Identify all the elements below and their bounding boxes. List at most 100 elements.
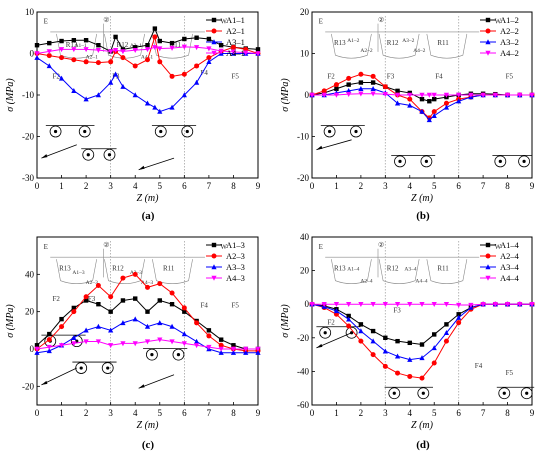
x-tick-label: 3 [108,408,113,418]
data-point [218,337,224,342]
wheel-hub-icon [106,366,110,370]
data-point [58,47,65,53]
annotation-f5: F5 [506,72,514,80]
data-point [419,96,425,102]
data-point [95,60,101,66]
legend-marker [211,253,217,259]
data-point [231,343,236,348]
data-point [407,340,412,346]
data-point [169,323,175,329]
data-point [395,338,400,344]
wheel-icon [417,387,430,400]
y-tick-label: -60 [297,400,309,410]
data-point [492,92,498,98]
load-wheel-set [72,361,117,374]
data-point [46,49,52,55]
data-point [443,100,449,106]
series-line [312,93,532,96]
data-point [194,35,199,40]
annotation-a4: A4–3 [141,280,153,286]
data-point [382,363,388,369]
data-point [382,348,388,354]
legend-marker [211,28,217,34]
data-point [358,85,364,91]
schematic-rib [56,259,97,284]
legend-marker [485,242,491,248]
chart-panel-a: EW②R13R12R11A1–1A2–1A3–1A4–1F2F3F4F50123… [5,7,261,222]
data-point [218,342,224,348]
wheel-hub-icon [525,391,529,395]
x-tick-label: 0 [35,181,40,191]
data-point [407,356,413,362]
data-point [71,341,77,347]
legend-label: A4–3 [226,273,245,283]
x-axis-label: Z (m) [411,420,434,431]
data-point [333,82,339,88]
data-point [108,49,114,55]
legend-label: A3–1 [226,37,245,47]
x-tick-label: 5 [432,181,437,191]
data-point [132,341,138,347]
annotation-c2: ② [378,16,384,24]
load-wheel-set [496,386,535,400]
annotation-f5: F5 [231,72,239,80]
data-point [346,82,351,87]
data-point [383,335,388,340]
data-point [71,305,77,311]
data-point [34,54,40,60]
arrowhead-icon [41,380,48,385]
x-tick-label: 1 [334,181,339,191]
annotation-a1: A1–2 [347,38,359,44]
annotation-a4: A4–4 [415,278,427,284]
annotation-w: W [220,18,227,26]
data-point [206,36,212,42]
legend-label: A2–2 [500,26,519,36]
legend-label: A4–4 [500,273,520,283]
x-tick-label: 9 [256,181,261,191]
data-point [34,43,40,48]
data-point [120,341,126,347]
load-direction-line [41,367,77,386]
x-tick-label: 0 [310,181,315,191]
data-point [346,91,352,97]
annotation-e: E [319,18,323,26]
data-point [108,59,114,65]
series-4 [309,302,535,308]
y-tick-label: -30 [22,173,34,183]
data-point [96,302,101,307]
data-point [95,323,101,329]
legend-label: A3–4 [500,262,520,272]
arrowhead-icon [41,154,48,159]
data-point [321,302,327,307]
load-direction-line [138,374,175,389]
data-point [34,343,40,348]
load-direction-line [316,332,352,349]
data-point [346,75,352,81]
y-tick-label: 20 [25,307,35,317]
data-point [358,328,364,334]
series-1 [34,296,261,352]
data-point [83,298,89,303]
legend-marker [211,39,217,45]
y-tick-label: -10 [297,132,309,142]
data-point [426,117,432,123]
data-point [194,79,200,85]
data-point [46,344,52,350]
data-point [321,88,327,94]
annotation-w: W [220,243,227,251]
data-point [157,298,162,303]
annotation-r12: R12 [112,265,124,273]
y-tick-label: 40 [25,269,35,279]
annotation-c2: ② [378,241,384,249]
data-point [382,91,388,97]
y-tick-label: -20 [297,173,309,183]
data-point [243,349,249,355]
cross-section-schematic [50,248,205,284]
legend: A1–4A2–4A3–4A4–4 [480,240,520,283]
arrowhead-icon [316,343,323,348]
data-point [358,71,364,77]
data-point [71,57,77,63]
data-point [492,302,498,307]
data-point [169,290,175,296]
annotation-r12: R12 [387,39,399,47]
